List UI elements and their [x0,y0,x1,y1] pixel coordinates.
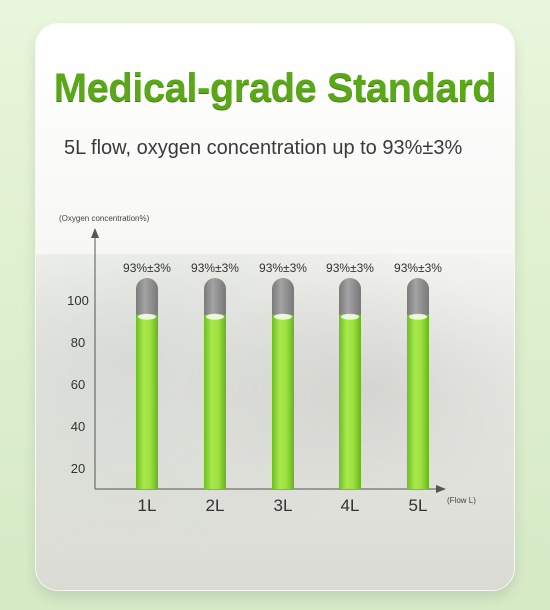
x-tick-label: 4L [341,496,360,515]
x-axis-arrow [436,485,446,493]
bar [136,314,158,489]
bar-highlight [274,313,292,320]
chart-subtitle: 5L flow, oxygen concentration up to 93%±… [64,137,463,159]
bar-highlight [341,313,359,320]
bar-highlight [409,313,427,320]
bar [339,314,361,489]
bar-data-label: 93%±3% [394,261,442,275]
x-tick-label: 3L [274,496,293,515]
bar-group: 93%±3% 4L [326,261,374,515]
y-axis-label: (Oxygen concentration%) [59,214,150,223]
bar-data-label: 93%±3% [326,261,374,275]
bar-group: 93%±3% 1L [123,261,171,515]
chart-title: Medical-grade Standard [53,66,497,110]
bar-data-label: 93%±3% [191,261,239,275]
y-tick-label: 20 [71,461,85,476]
bar-highlight [138,313,156,320]
bar-group: 93%±3% 5L [394,261,442,515]
bar-data-label: 93%±3% [259,261,307,275]
bar-group: 93%±3% 3L [259,261,307,515]
y-tick-label: 80 [71,335,85,350]
bar [272,314,294,489]
bar-group: 93%±3% 2L [191,261,239,515]
x-axis-label: (Flow L) [447,496,476,505]
x-tick-label: 1L [138,496,157,515]
bar [407,314,429,489]
bar-data-label: 93%±3% [123,261,171,275]
y-tick-label: 60 [71,377,85,392]
bar [204,314,226,489]
x-tick-label: 2L [206,496,225,515]
bar-highlight [206,313,224,320]
y-tick-label: 100 [67,293,89,308]
y-tick-label: 40 [71,419,85,434]
x-tick-label: 5L [409,496,428,515]
y-axis-arrow [91,228,99,238]
